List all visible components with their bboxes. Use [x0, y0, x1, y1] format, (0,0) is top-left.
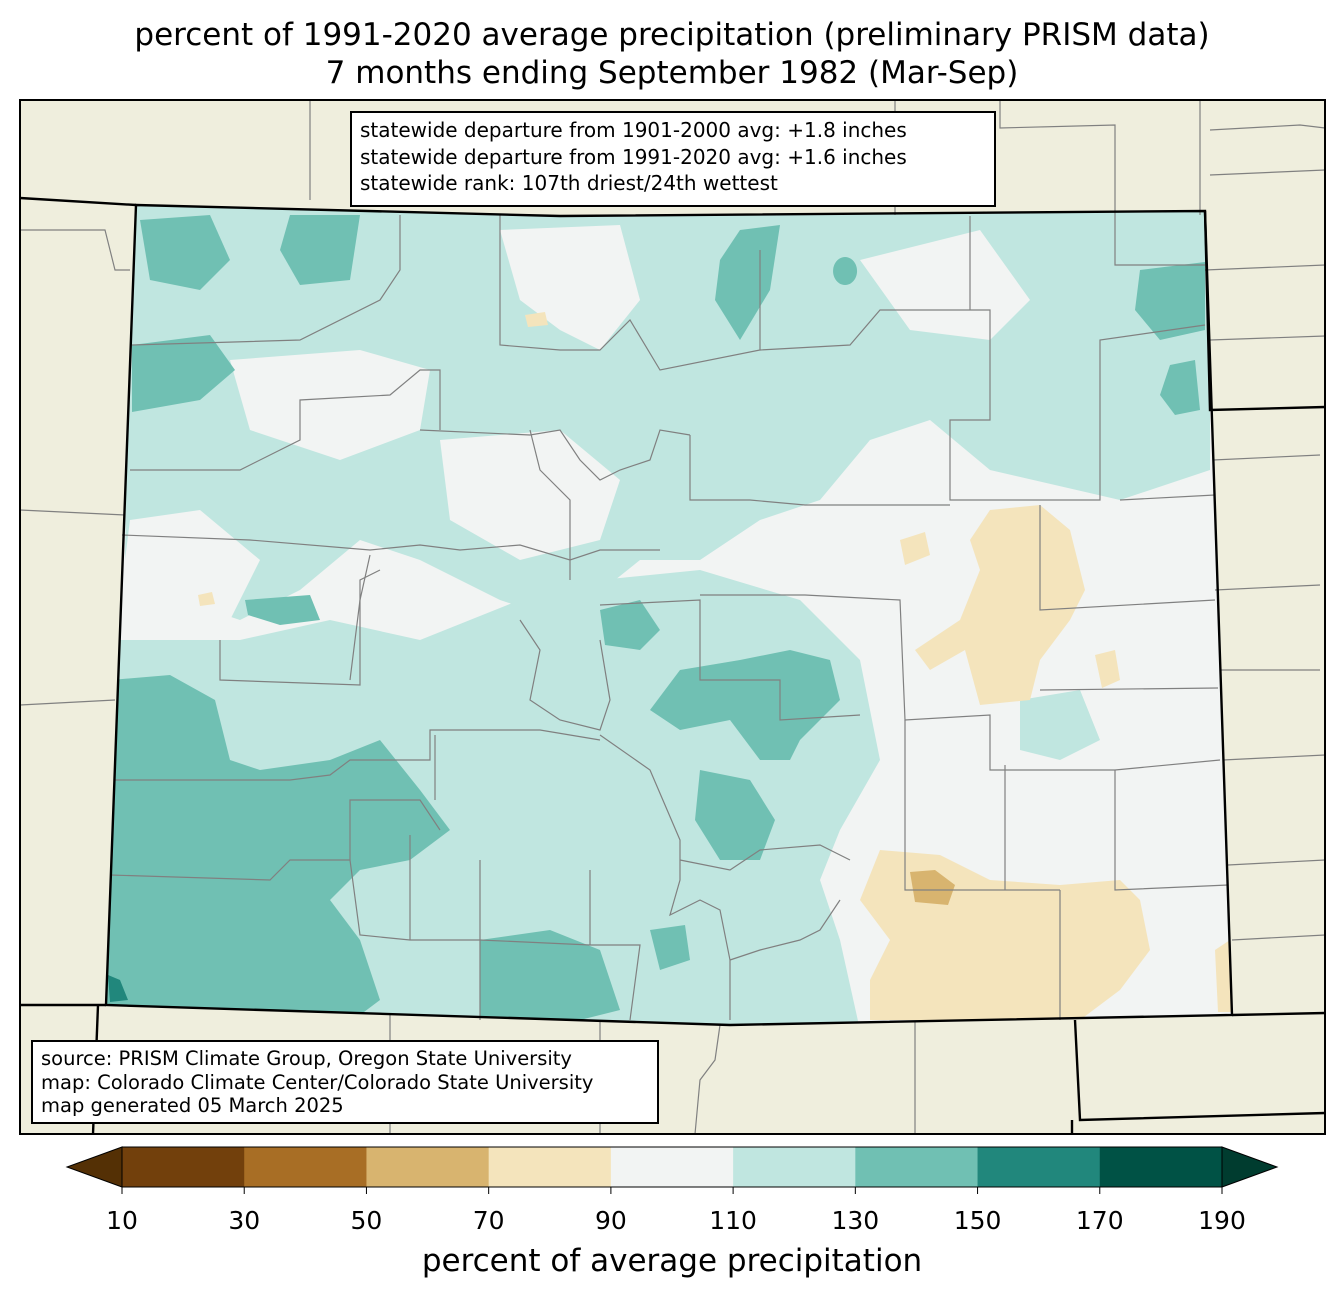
region-70-90-plains-spot — [900, 532, 930, 565]
colorbar-tick-label: 110 — [709, 1206, 757, 1235]
region-130-150-central — [600, 600, 660, 650]
source-credits-box: source: PRISM Climate Group, Oregon Stat… — [31, 1040, 659, 1124]
region-90-110-middle — [440, 430, 620, 560]
region-70-90-eastern-plains — [915, 505, 1085, 705]
region-70-90-spot-b — [1095, 650, 1120, 688]
region-130-150-spanish — [650, 925, 690, 970]
map-title-line1: percent of 1991-2020 average precipitati… — [134, 17, 1210, 53]
region-70-90-se-edge — [1215, 940, 1232, 1012]
colorbar-segment — [855, 1147, 979, 1187]
statewide-stats-box: statewide departure from 1901-2000 avg: … — [350, 111, 996, 207]
region-130-150-southwest — [106, 675, 450, 1025]
region-130-150-north-a — [280, 215, 360, 285]
colorbar-tick-label: 190 — [1198, 1206, 1246, 1235]
region-130-150-northwest — [140, 215, 230, 290]
region-130-150-san-luis — [480, 930, 620, 1025]
region-130-150-sangre — [695, 770, 775, 860]
region-130-150-sw-upper — [245, 595, 320, 625]
stats-line2: statewide departure from 1991-2020 avg: … — [360, 144, 907, 169]
source-line3: map generated 05 March 2025 — [41, 1094, 344, 1117]
region-70-90-west-spot — [198, 592, 215, 606]
colorbar-segment — [733, 1147, 856, 1187]
colorbar-over-arrow — [1221, 1146, 1279, 1188]
colorbar-segment — [610, 1147, 734, 1187]
colorbar-tick-label: 50 — [350, 1206, 383, 1235]
colorbar — [65, 1146, 1279, 1194]
stats-line3: statewide rank: 107th driest/24th wettes… — [360, 171, 778, 195]
colorbar-label: percent of average precipitation — [421, 1243, 923, 1279]
colorbar-segment — [488, 1147, 612, 1187]
region-90-110-front-range — [500, 225, 640, 350]
map-title-line2: 7 months ending September 1982 (Mar-Sep) — [325, 55, 1019, 91]
colorbar-outline — [121, 1146, 1223, 1188]
region-90-110-upper — [230, 350, 430, 460]
region-110-130-central-plains — [1020, 690, 1100, 760]
region-70-90-north-spot — [525, 312, 548, 327]
region-130-150-north-b — [715, 225, 780, 340]
region-130-150-central-south — [650, 650, 840, 760]
state-boundaries — [19, 196, 1326, 1135]
colorbar-tick-label: 170 — [1075, 1206, 1124, 1235]
source-line1: source: PRISM Climate Group, Oregon Stat… — [41, 1047, 572, 1070]
region-90-110-north-east — [860, 230, 1030, 340]
precip-regions — [106, 205, 1232, 1025]
colorbar-tick-label: 70 — [472, 1206, 505, 1235]
region-50-70-southeast — [910, 870, 955, 905]
region-130-150-west-strip — [132, 335, 235, 412]
colorbar-tick-label: 30 — [228, 1206, 261, 1235]
region-130-150-east-dot — [833, 257, 858, 285]
colorbar-tick-label: 150 — [953, 1206, 1002, 1235]
neighbor-county-lines — [19, 100, 1326, 1135]
source-line2: map: Colorado Climate Center/Colorado St… — [41, 1070, 594, 1094]
colorbar-segment — [366, 1147, 490, 1187]
colorbar-segment — [977, 1147, 1101, 1187]
region-130-150-northeast-b — [1160, 360, 1200, 415]
region-90-110-west — [120, 510, 260, 630]
county-boundaries — [109, 215, 1229, 1021]
colorbar-segment — [1099, 1147, 1223, 1187]
colorbar-segment — [244, 1147, 367, 1187]
colorbar-tick-label: 10 — [106, 1206, 138, 1235]
region-130-150-northeast-a — [1135, 262, 1205, 340]
colorbar-segment — [122, 1147, 245, 1187]
colorbar-tick-label: 90 — [594, 1206, 627, 1235]
colorbar-under-arrow — [65, 1146, 123, 1188]
stats-line1: statewide departure from 1901-2000 avg: … — [360, 118, 907, 142]
region-150-170-corner — [108, 975, 128, 1002]
colorbar-tick-label: 130 — [831, 1206, 880, 1235]
map-frame — [19, 99, 1326, 1135]
